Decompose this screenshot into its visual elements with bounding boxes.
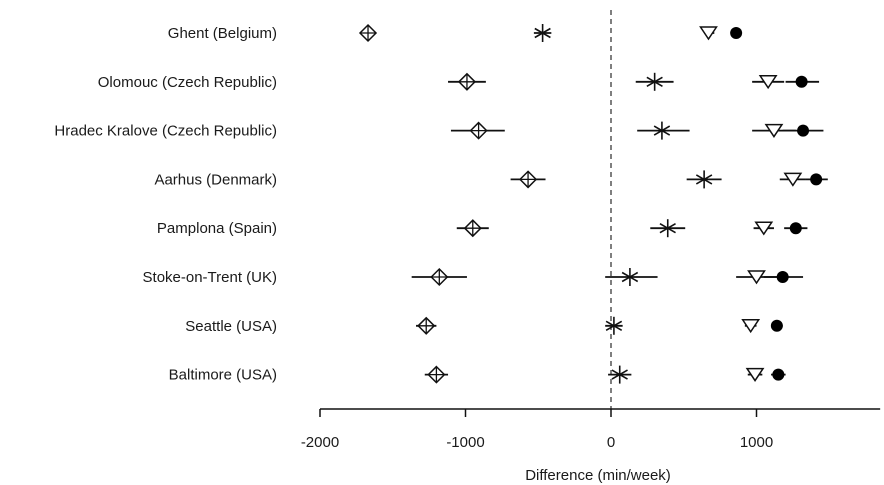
data-point: [637, 121, 690, 140]
data-point: [635, 72, 674, 91]
data-point: [416, 316, 437, 335]
data-point: [456, 219, 489, 238]
series-diamond-cross: [358, 23, 546, 384]
triangle-marker: [745, 367, 765, 382]
category-label: Baltimore (USA): [169, 367, 277, 384]
asterisk-stroke: [653, 125, 671, 136]
data-point: [770, 319, 783, 332]
category-label: Olomouc (Czech Republic): [98, 74, 277, 91]
category-labels: Ghent (Belgium) Olomouc (Czech Republic) H…: [54, 25, 277, 384]
x-tick-label: -2000: [301, 434, 339, 451]
data-point: [730, 27, 743, 39]
data-point: [763, 271, 804, 283]
data-point: [650, 219, 686, 238]
x-axis: -2000 -1000 0 1000: [301, 408, 881, 451]
category-label: Seattle (USA): [185, 318, 277, 335]
data-point: [753, 221, 774, 236]
series-circle-filled: [730, 27, 828, 381]
x-tick-label: -1000: [446, 434, 484, 451]
category-label: Ghent (Belgium): [168, 25, 277, 42]
category-label: Aarhus (Denmark): [154, 171, 277, 188]
data-marks: [358, 23, 828, 384]
category-label: Stoke-on-Trent (UK): [143, 269, 277, 286]
circle-marker: [795, 75, 808, 88]
circle-marker: [797, 124, 810, 137]
data-point: [510, 170, 546, 189]
circle-marker: [730, 27, 743, 39]
data-point: [779, 172, 806, 187]
circle-marker: [776, 271, 789, 283]
data-point: [752, 75, 785, 90]
data-point: [411, 267, 467, 287]
circle-marker: [770, 319, 783, 332]
data-point: [741, 319, 761, 334]
data-point: [782, 124, 824, 137]
triangle-marker: [764, 123, 784, 138]
data-point: [784, 222, 808, 235]
triangle-marker: [699, 26, 718, 41]
data-point: [605, 316, 623, 335]
x-tick-label: 0: [607, 434, 615, 451]
data-point: [358, 23, 378, 43]
data-point: [771, 368, 786, 381]
asterisk-stroke: [659, 223, 676, 234]
asterisk-stroke: [605, 320, 623, 331]
x-tick-label: 1000: [740, 434, 773, 451]
data-point: [785, 75, 820, 88]
asterisk-stroke: [534, 27, 551, 39]
triangle-marker: [783, 172, 803, 187]
triangle-marker: [758, 75, 778, 90]
data-point: [745, 367, 765, 382]
circle-marker: [789, 222, 802, 235]
triangle-marker: [741, 319, 761, 334]
series-triangle-down-open: [699, 26, 806, 382]
data-point: [605, 268, 658, 286]
asterisk-stroke: [695, 174, 713, 185]
data-point: [448, 72, 486, 91]
circle-marker: [772, 368, 785, 381]
x-axis-title: Difference (min/week): [525, 467, 671, 484]
asterisk-stroke: [611, 369, 628, 380]
data-point: [424, 365, 449, 384]
data-point: [699, 26, 718, 41]
asterisk-stroke: [646, 76, 663, 87]
series-asterisk: [533, 24, 722, 384]
data-point: [608, 365, 632, 384]
data-point: [450, 121, 505, 140]
category-label: Pamplona (Spain): [157, 220, 277, 237]
data-point: [533, 24, 552, 42]
data-point: [686, 170, 722, 189]
category-label: Hradec Kralove (Czech Republic): [54, 123, 277, 140]
asterisk-stroke: [621, 271, 639, 283]
triangle-marker: [754, 221, 774, 236]
circle-marker: [810, 173, 823, 186]
triangle-marker: [747, 270, 766, 285]
data-point: [805, 173, 828, 186]
